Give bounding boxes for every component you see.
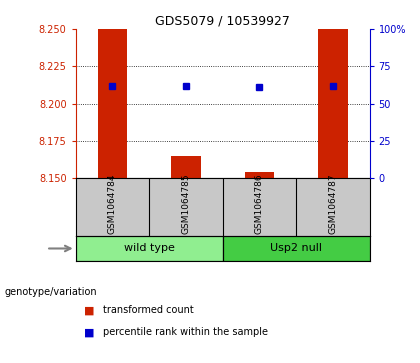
- Title: GDS5079 / 10539927: GDS5079 / 10539927: [155, 15, 290, 28]
- Text: genotype/variation: genotype/variation: [4, 287, 97, 297]
- Bar: [97, 29, 127, 178]
- Text: GSM1064787: GSM1064787: [328, 174, 337, 234]
- Text: transformed count: transformed count: [103, 305, 194, 315]
- Bar: [171, 156, 201, 178]
- Text: percentile rank within the sample: percentile rank within the sample: [103, 327, 268, 337]
- Text: ■: ■: [84, 305, 94, 315]
- Bar: [76, 236, 223, 261]
- Text: GSM1064786: GSM1064786: [255, 174, 264, 234]
- Text: wild type: wild type: [123, 244, 175, 253]
- Bar: [318, 29, 348, 178]
- Text: GSM1064784: GSM1064784: [108, 174, 117, 234]
- Text: ■: ■: [84, 327, 94, 337]
- Text: Usp2 null: Usp2 null: [270, 244, 322, 253]
- Text: GSM1064785: GSM1064785: [181, 174, 190, 234]
- Bar: [223, 236, 370, 261]
- Bar: [244, 172, 274, 178]
